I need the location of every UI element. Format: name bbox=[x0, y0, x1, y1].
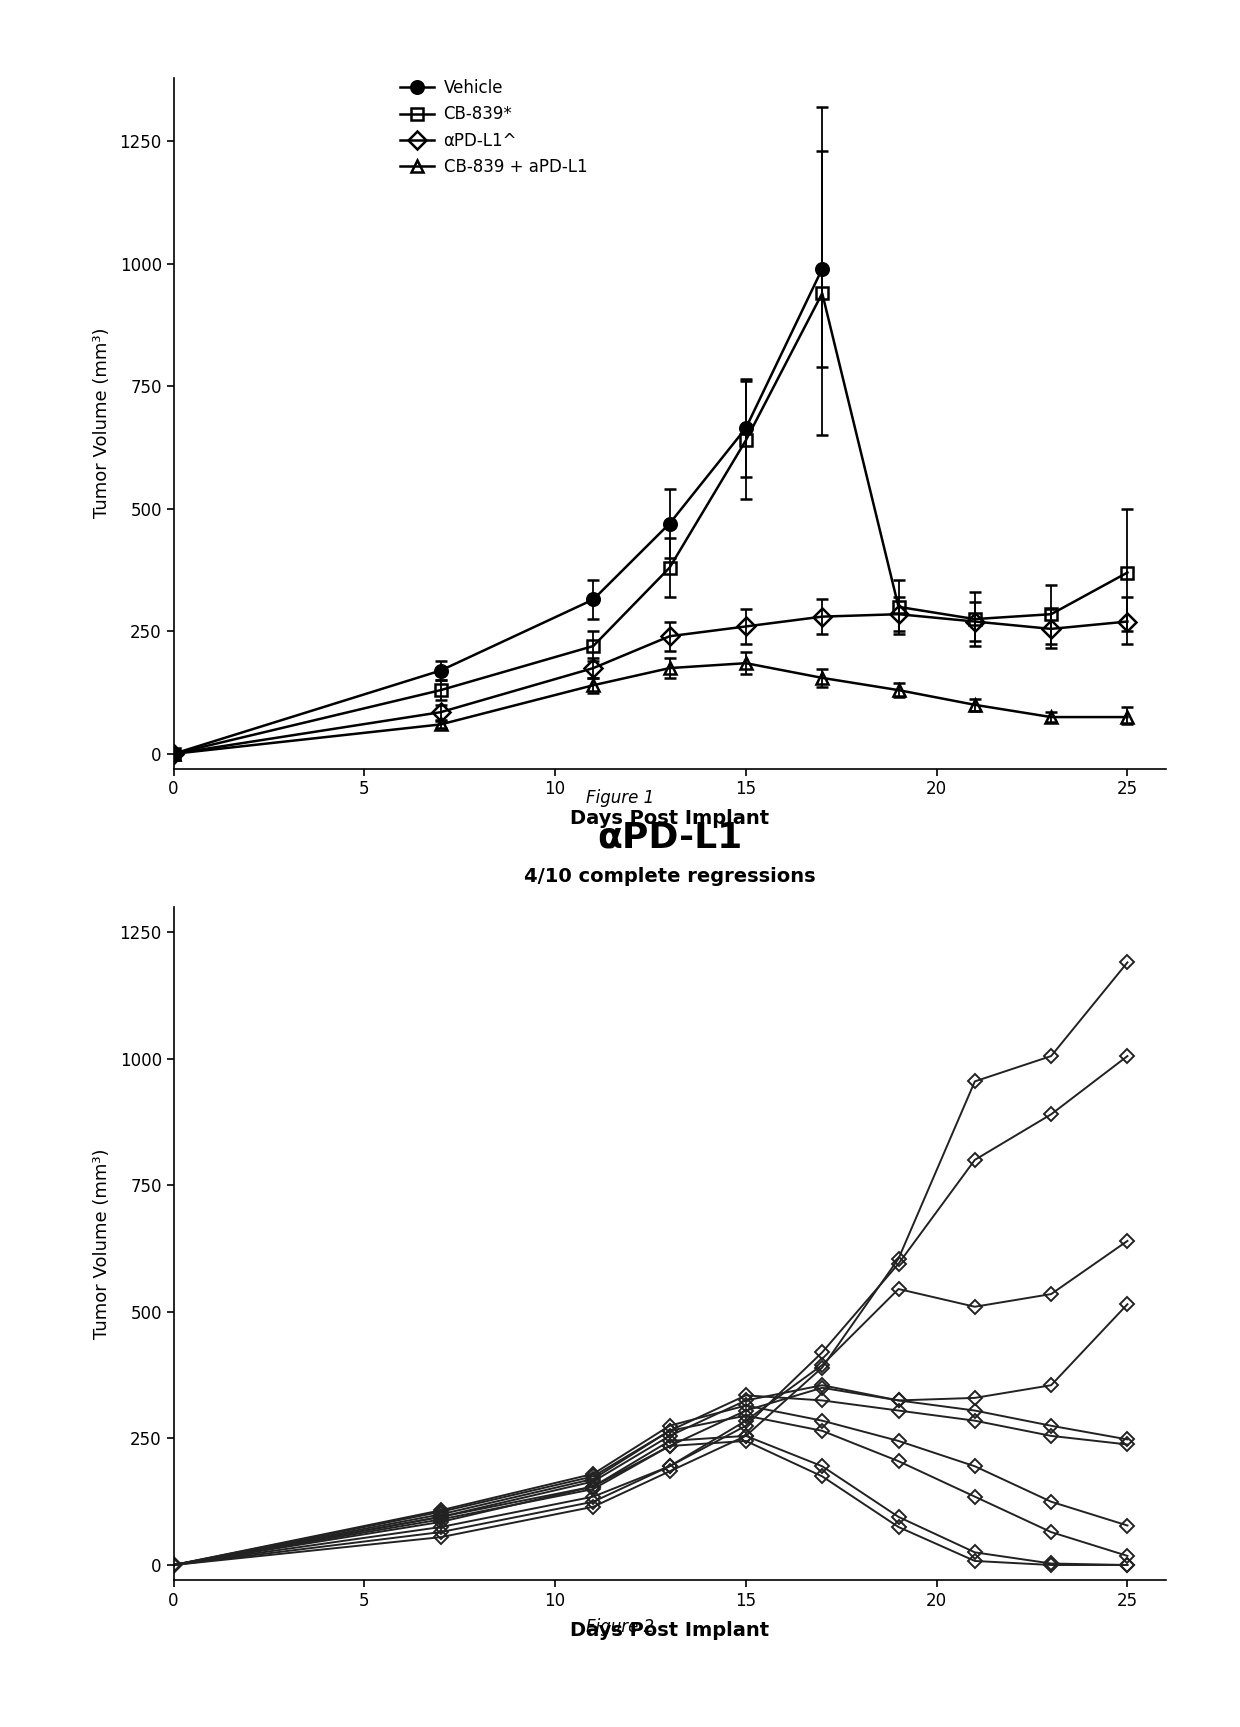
Text: αPD-L1: αPD-L1 bbox=[596, 820, 743, 855]
Y-axis label: Tumor Volume (mm³): Tumor Volume (mm³) bbox=[93, 1148, 112, 1338]
X-axis label: Days Post Implant: Days Post Implant bbox=[570, 810, 769, 829]
X-axis label: Days Post Implant: Days Post Implant bbox=[570, 1622, 769, 1641]
Y-axis label: Tumor Volume (mm³): Tumor Volume (mm³) bbox=[93, 328, 112, 518]
Legend: Vehicle, CB-839*, αPD-L1^, CB-839 + aPD-L1: Vehicle, CB-839*, αPD-L1^, CB-839 + aPD-… bbox=[401, 79, 587, 176]
Text: Figure 2: Figure 2 bbox=[585, 1618, 655, 1635]
Text: 4/10 complete regressions: 4/10 complete regressions bbox=[523, 867, 816, 886]
Text: Figure 1: Figure 1 bbox=[585, 789, 655, 807]
